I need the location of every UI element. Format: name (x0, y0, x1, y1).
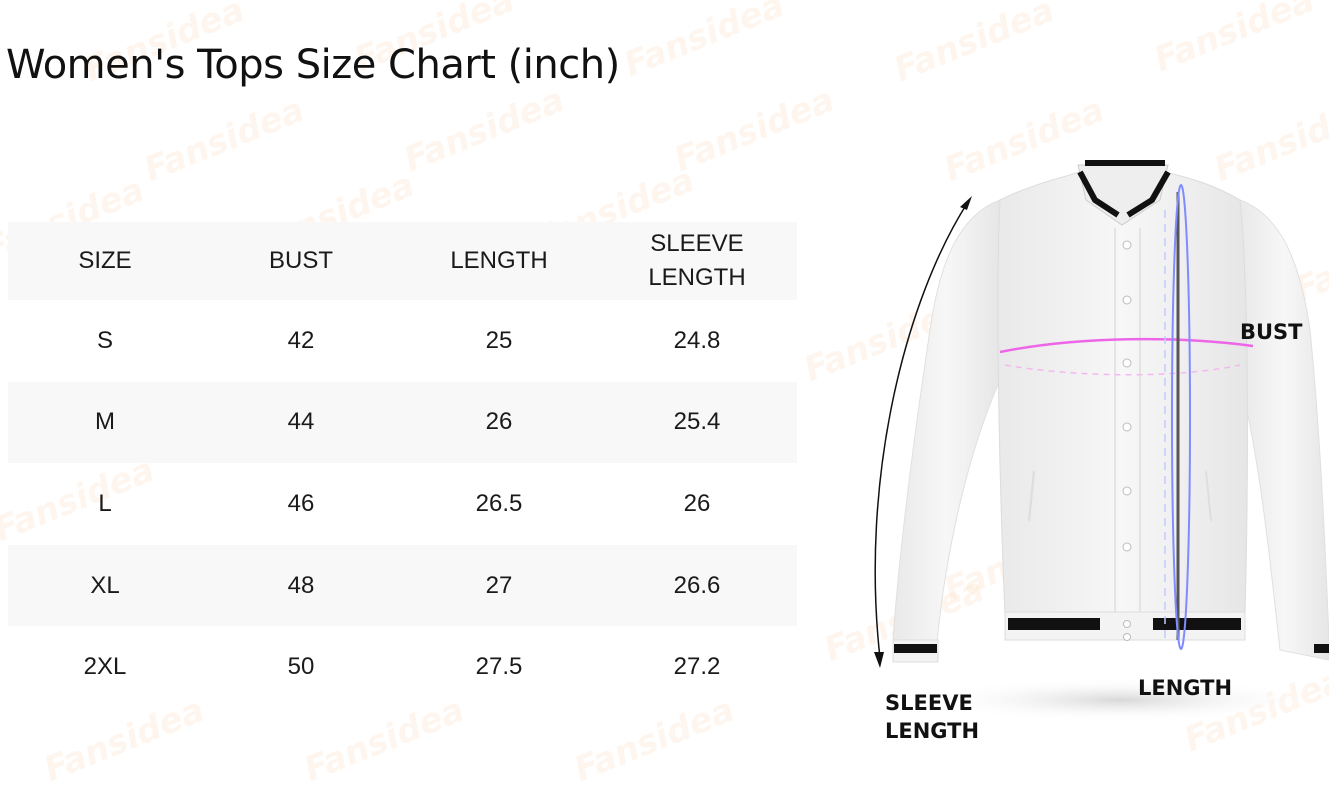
right-sleeve (1239, 199, 1329, 661)
table-header-row: SIZE BUST LENGTH SLEEVE LENGTH (8, 222, 797, 300)
header-size: SIZE (78, 247, 132, 274)
cell-sleeve-length: 27.2 (673, 653, 721, 681)
collar-stripe (1077, 170, 1120, 218)
cell-bust: 46 (287, 489, 315, 517)
cell-size: 2XL (83, 653, 127, 681)
table-row: XL 48 27 26.6 (8, 544, 797, 627)
jacket-shadow (920, 678, 1320, 722)
sleeve-label-line1: SLEEVE (885, 691, 973, 715)
cell-sleeve-length: 26.6 (673, 571, 721, 599)
bust-measure-line (999, 337, 1254, 354)
cell-sleeve-length: 24.8 (673, 326, 721, 354)
header-sleeve-length: SLEEVE LENGTH (598, 227, 796, 295)
table-row: M 44 26 25.4 (8, 381, 797, 464)
table-row: L 46 26.5 26 (8, 463, 797, 545)
cell-sleeve-length: 25.4 (673, 408, 721, 436)
header-sleeve-line2: LENGTH (648, 264, 746, 291)
length-label: LENGTH (1138, 676, 1233, 700)
cell-bust: 44 (287, 408, 315, 436)
cell-bust: 48 (287, 571, 315, 599)
left-sleeve (892, 199, 1001, 643)
cell-length: 25 (485, 326, 513, 354)
jacket-body (997, 171, 1248, 616)
cell-length: 27 (485, 571, 513, 599)
cell-sleeve-length: 26 (683, 489, 711, 517)
cell-size: S (96, 326, 113, 354)
header-length: LENGTH (450, 247, 548, 274)
right-cuff (1314, 644, 1329, 653)
cell-length: 26.5 (475, 489, 523, 517)
table-row: 2XL 50 27.5 27.2 (8, 626, 797, 708)
header-sleeve-line1: SLEEVE (650, 230, 744, 257)
sleeve-label-line2: LENGTH (885, 719, 980, 743)
header-bust: BUST (268, 247, 333, 274)
cell-size: M (95, 408, 115, 436)
cell-size: L (98, 489, 112, 517)
cell-length: 27.5 (475, 653, 523, 681)
bust-label: BUST (1240, 320, 1303, 344)
table-row: S 42 25 24.8 (8, 300, 797, 382)
sleeve-measure-arrow (874, 201, 969, 659)
jacket-diagram (874, 160, 1329, 722)
cell-bust: 42 (287, 326, 315, 354)
cell-bust: 50 (287, 653, 315, 681)
cell-size: XL (90, 571, 120, 599)
sleeve-length-label: SLEEVE LENGTH (885, 689, 979, 745)
cell-length: 26 (485, 408, 513, 436)
size-table: SIZE BUST LENGTH SLEEVE LENGTH S 42 25 24.8… (8, 222, 797, 708)
page-title: Women's Tops Size Chart (inch) (6, 42, 620, 88)
snap-buttons (1122, 240, 1132, 552)
